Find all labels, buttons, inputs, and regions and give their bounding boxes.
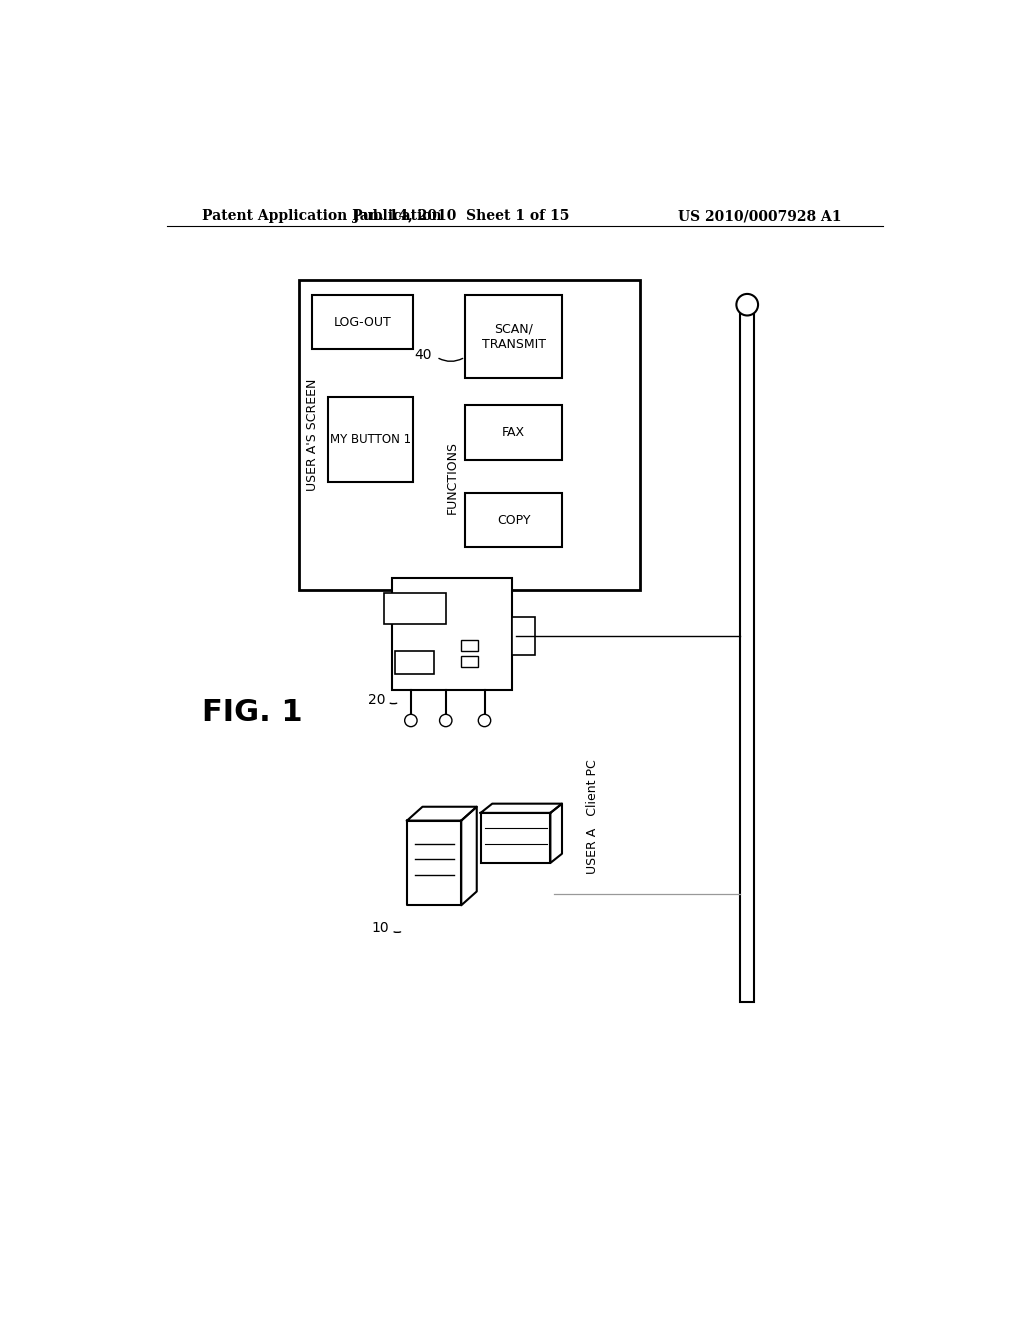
Polygon shape [384, 594, 445, 624]
Bar [312, 296, 414, 350]
Text: Patent Application Publication: Patent Application Publication [202, 209, 441, 223]
Bar [395, 651, 434, 675]
Text: 40: 40 [415, 347, 432, 362]
Text: FAX: FAX [502, 426, 525, 440]
Text: FIG. 1: FIG. 1 [202, 698, 302, 727]
Text: LOG-OUT: LOG-OUT [334, 315, 392, 329]
Bar [328, 397, 414, 482]
Text: USER A   Client PC: USER A Client PC [587, 760, 599, 875]
Text: MY BUTTON 1: MY BUTTON 1 [330, 433, 412, 446]
Circle shape [404, 714, 417, 726]
Text: US 2010/0007928 A1: US 2010/0007928 A1 [678, 209, 841, 223]
Bar [465, 296, 562, 378]
Text: SCAN/
TRANSMIT: SCAN/ TRANSMIT [481, 322, 546, 351]
Bar [465, 405, 562, 461]
Bar [299, 280, 640, 590]
Bar [461, 640, 478, 651]
Text: 20: 20 [368, 693, 385, 706]
Bar [512, 616, 535, 655]
Text: FUNCTIONS: FUNCTIONS [445, 441, 459, 515]
Circle shape [439, 714, 452, 726]
Text: Jan. 14, 2010  Sheet 1 of 15: Jan. 14, 2010 Sheet 1 of 15 [353, 209, 569, 223]
Text: 10: 10 [372, 921, 389, 936]
Bar [740, 305, 755, 1002]
Text: COPY: COPY [497, 513, 530, 527]
Bar [480, 813, 550, 863]
Bar [461, 656, 478, 667]
Circle shape [478, 714, 490, 726]
Circle shape [736, 294, 758, 315]
Bar [465, 494, 562, 548]
Text: USER A'S SCREEN: USER A'S SCREEN [306, 379, 318, 491]
Bar [391, 578, 512, 689]
